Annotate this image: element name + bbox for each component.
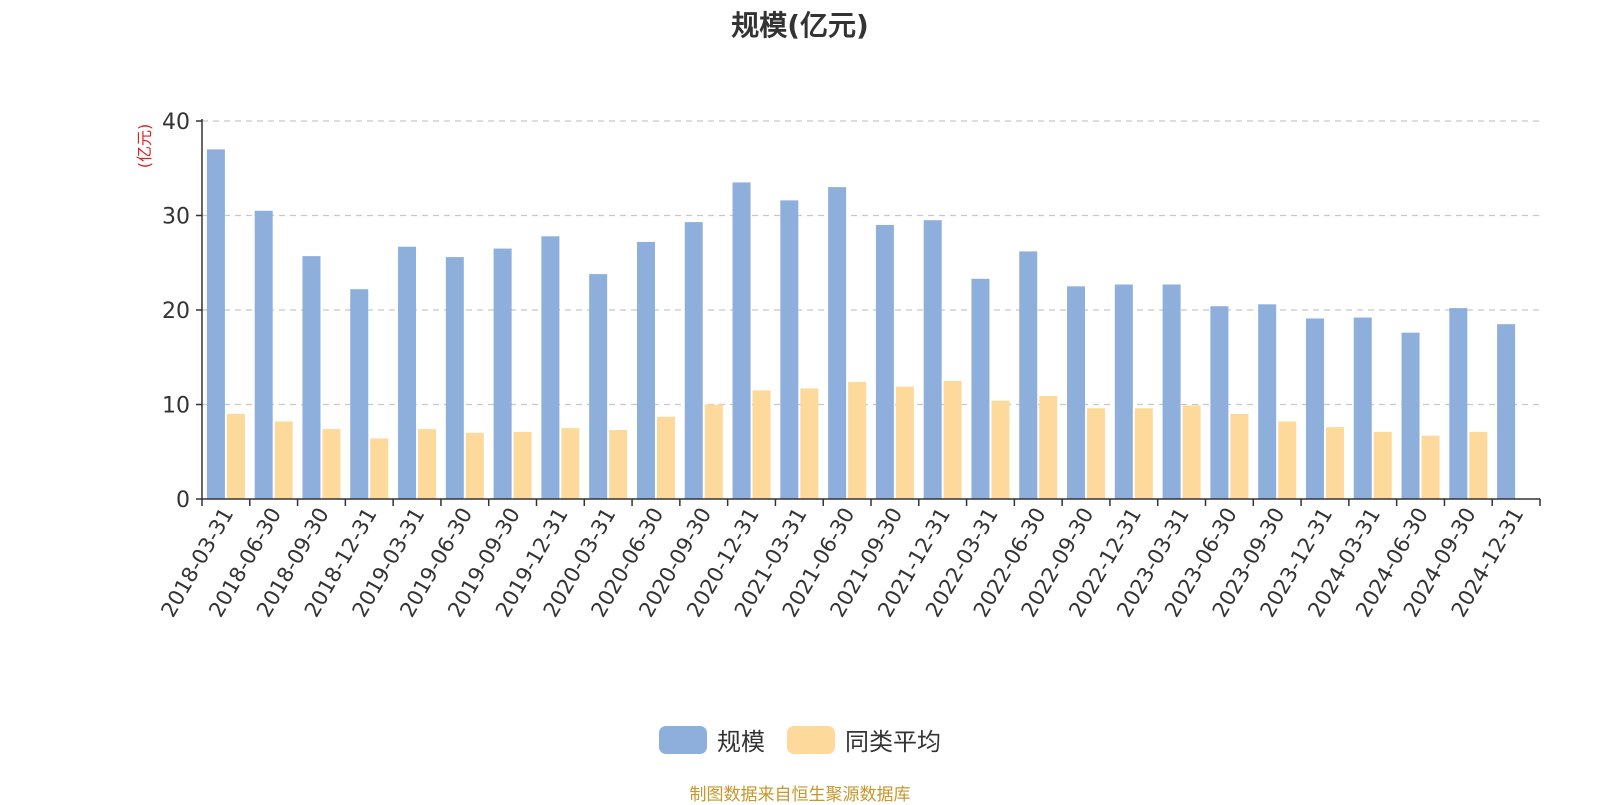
bar-peer-average[interactable] [1278,421,1297,499]
bar-peer-average[interactable] [1469,431,1488,499]
bar-peer-average[interactable] [322,429,341,499]
bar-peer-average[interactable] [370,438,389,499]
bar-peer-average[interactable] [1325,427,1344,499]
bar-scale[interactable] [1305,318,1324,499]
bar-peer-average[interactable] [704,404,723,500]
legend-swatch-scale [659,725,707,754]
bar-scale[interactable] [1258,304,1277,499]
y-tick-label: 10 [162,394,190,419]
bar-scale[interactable] [636,241,655,499]
bar-scale[interactable] [1449,308,1468,499]
bars [206,149,1516,500]
bar-peer-average[interactable] [895,386,914,499]
legend-item-peer-average[interactable]: 同类平均 [787,722,941,757]
bar-peer-average[interactable] [656,416,675,499]
bar-peer-average[interactable] [1230,413,1249,499]
bar-peer-average[interactable] [513,431,532,499]
bar-peer-average[interactable] [991,400,1010,499]
y-tick-label: 30 [162,205,190,230]
bar-peer-average[interactable] [1134,408,1153,499]
bar-scale[interactable] [302,256,321,499]
bar-scale[interactable] [1067,286,1086,499]
bar-scale[interactable] [1210,306,1229,499]
bar-scale[interactable] [1401,332,1420,499]
bar-scale[interactable] [350,289,369,499]
bar-scale[interactable] [875,224,894,499]
bar-scale[interactable] [1353,317,1372,499]
bar-peer-average[interactable] [943,380,962,499]
bar-scale[interactable] [206,149,225,499]
y-tick-label: 20 [162,299,190,324]
bar-scale[interactable] [1019,251,1038,499]
bar-scale[interactable] [1114,284,1133,499]
legend-label-scale: 规模 [717,728,765,756]
bar-peer-average[interactable] [226,413,245,499]
bar-scale[interactable] [1162,284,1181,499]
bar-scale[interactable] [254,210,273,499]
bar-peer-average[interactable] [1421,435,1440,499]
bar-peer-average[interactable] [848,381,867,499]
bar-scale[interactable] [732,182,751,500]
bar-peer-average[interactable] [752,390,771,499]
bar-peer-average[interactable] [1373,431,1392,499]
bar-peer-average[interactable] [1087,408,1106,499]
bar-scale[interactable] [828,187,847,499]
bar-peer-average[interactable] [800,388,819,499]
legend: 规模 同类平均 [0,722,1600,757]
bar-scale[interactable] [971,278,990,499]
bar-scale[interactable] [684,222,703,500]
y-tick-label: 40 [162,110,190,135]
legend-label-peer-average: 同类平均 [845,728,941,756]
y-axis-label: (亿元) [135,124,154,169]
bar-peer-average[interactable] [561,428,580,499]
legend-swatch-peer-average [787,725,835,754]
source-note: 制图数据来自恒生聚源数据库 [689,785,911,805]
bar-peer-average[interactable] [274,421,293,499]
bar-peer-average[interactable] [465,432,484,499]
bar-scale[interactable] [780,200,799,499]
chart-title: 规模(亿元) [731,9,869,42]
axes [196,119,1541,506]
bar-peer-average[interactable] [418,429,437,499]
bar-scale[interactable] [541,236,560,500]
bar-scale[interactable] [1497,324,1516,499]
bar-scale[interactable] [589,274,608,499]
bar-scale[interactable] [445,257,464,499]
y-tick-label: 0 [176,488,190,513]
bar-scale[interactable] [923,220,942,499]
legend-item-scale[interactable]: 规模 [659,722,765,757]
bar-scale[interactable] [398,246,417,499]
bar-peer-average[interactable] [1182,405,1201,499]
bar-peer-average[interactable] [1039,395,1058,499]
bar-scale[interactable] [493,248,512,499]
bar-peer-average[interactable] [609,430,628,499]
